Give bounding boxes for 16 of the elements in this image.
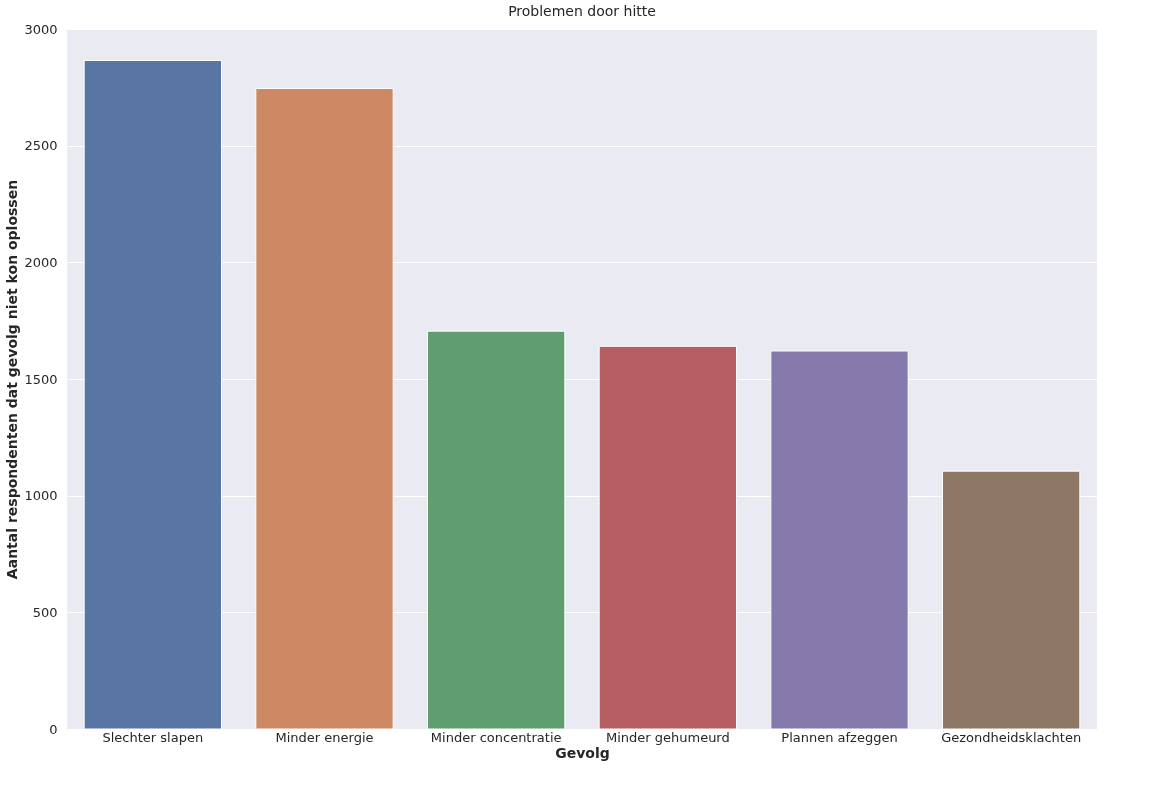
y-tick-label: 500 [32,604,58,620]
x-tick-label: Plannen afzeggen [781,729,898,745]
y-tick-label: 2500 [24,138,58,154]
y-axis-title: Aantal respondenten dat gevolg niet kon oplossen [4,179,21,580]
y-tick-label: 2000 [24,254,58,270]
x-axis-title: Gevolg [555,744,610,761]
x-tick-label: Slechter slapen [102,729,204,745]
y-tick-label: 0 [49,721,58,737]
chart-title: Problemen door hitte [508,3,656,19]
y-tick-label: 3000 [24,21,58,37]
x-tick-label: Gezondheidsklachten [941,729,1082,745]
y-tick-label: 1500 [24,371,58,387]
x-tick-label: Minder energie [275,729,374,745]
x-tick-label: Minder concentratie [430,729,562,745]
x-tick-label: Minder gehumeurd [605,729,730,745]
y-tick-label: 1000 [24,488,58,504]
